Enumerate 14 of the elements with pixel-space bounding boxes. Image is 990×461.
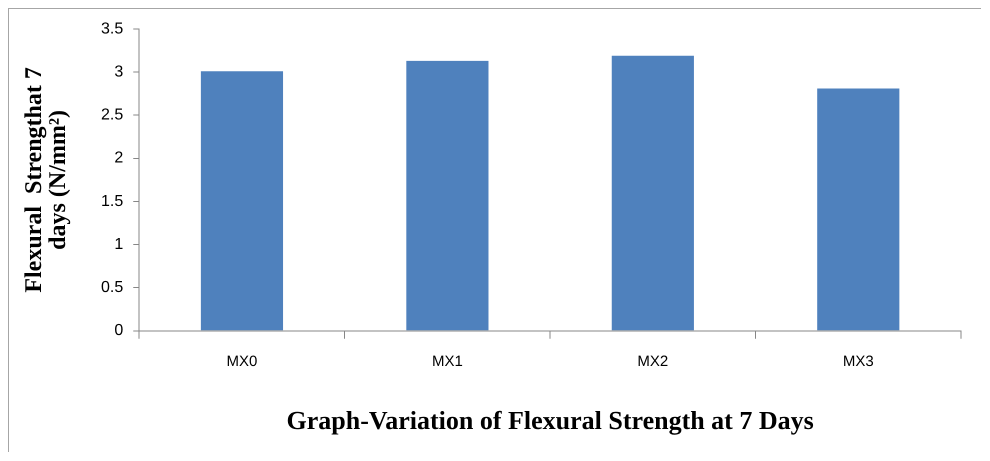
y-tick-label: 1.5 bbox=[100, 192, 124, 210]
x-tick-label: MX1 bbox=[432, 352, 463, 370]
y-axis-title: Flexural Strengthat 7 days (N/mm²) bbox=[21, 67, 72, 293]
y-tick-label: 3.5 bbox=[100, 20, 124, 38]
x-tick-label: MX0 bbox=[226, 352, 258, 370]
y-tick-label: 3 bbox=[114, 64, 124, 81]
y-tick-label: 0.5 bbox=[100, 279, 124, 296]
y-tick-label: 1 bbox=[114, 236, 124, 253]
y-tick-label: 2.5 bbox=[100, 106, 124, 124]
y-tick-label: 0 bbox=[114, 322, 124, 340]
y-tick-label: 2 bbox=[114, 150, 124, 167]
x-tick-label: MX3 bbox=[842, 352, 874, 370]
x-tick-label: MX2 bbox=[637, 352, 668, 370]
x-axis-title: Graph-Variation of Flexural Strength at 7 Days bbox=[286, 406, 814, 436]
